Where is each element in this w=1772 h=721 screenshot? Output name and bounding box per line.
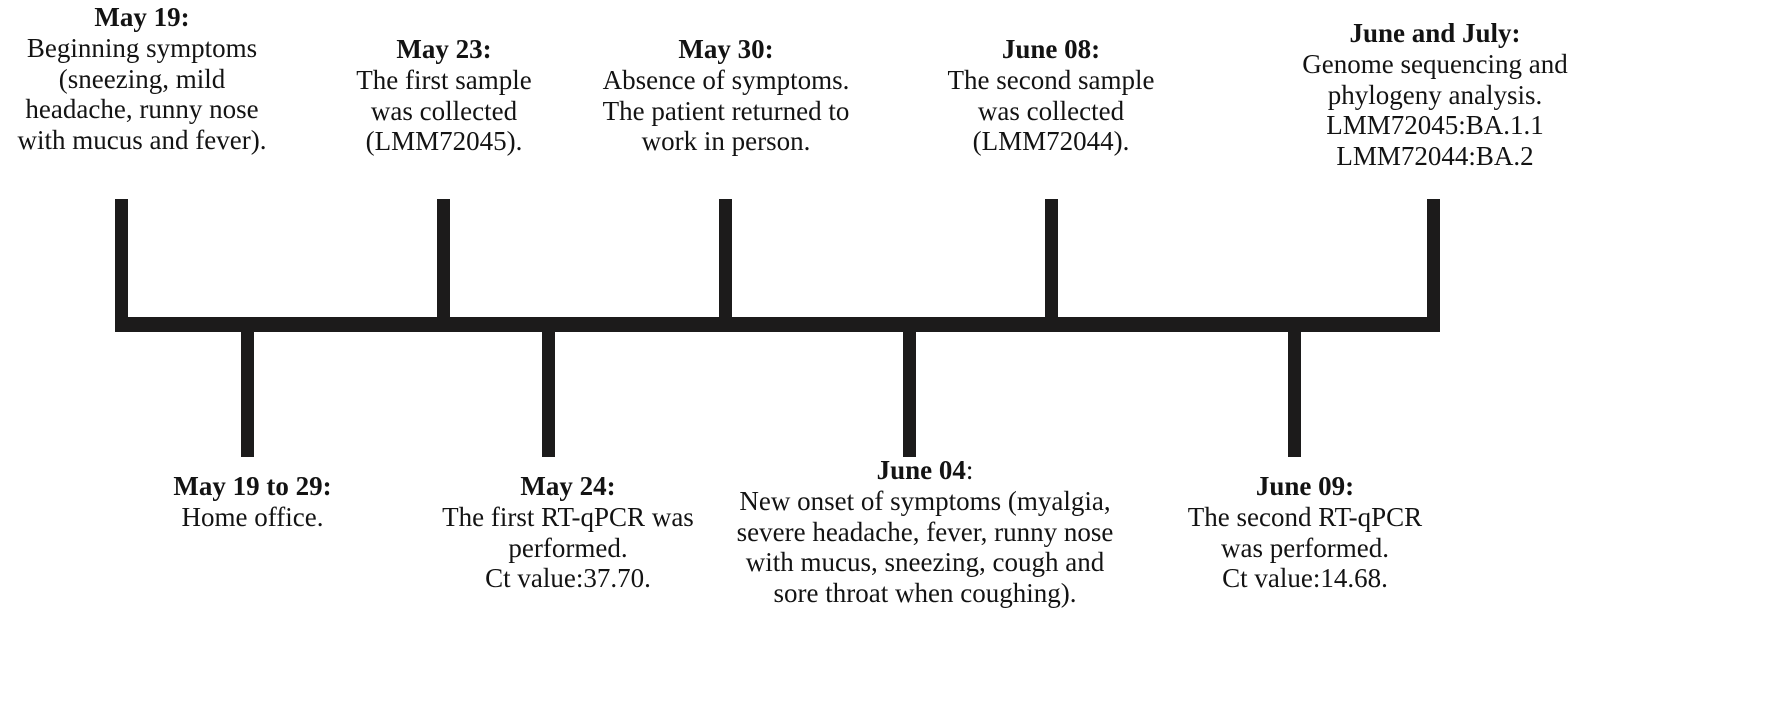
event-heading: May 30: <box>678 34 774 64</box>
event-line: Ct value:37.70. <box>485 563 651 594</box>
event-line: (LMM72045). <box>365 126 523 157</box>
event-line: performed. <box>508 532 628 563</box>
event-label-june-09: June 09: The second RT-qPCR was performe… <box>1160 471 1450 594</box>
event-line: was collected <box>370 95 518 126</box>
event-line: was collected <box>977 95 1125 126</box>
event-body: The first RT-qPCR was performed. Ct valu… <box>440 502 696 594</box>
event-line: sore throat when coughing). <box>773 578 1077 609</box>
event-line: was performed. <box>1221 532 1389 563</box>
event-body: New onset of symptoms (myalgia, severe h… <box>690 486 1160 609</box>
event-body: The second sample was collected (LMM7204… <box>908 65 1194 157</box>
tick-up-may-30 <box>719 199 732 321</box>
event-body: The first sample was collected (LMM72045… <box>318 65 570 157</box>
event-label-may-24: May 24: The first RT-qPCR was performed.… <box>440 471 696 594</box>
event-body: The second RT-qPCR was performed. Ct val… <box>1160 502 1450 594</box>
tick-down-may-24 <box>542 329 555 457</box>
event-line: Genome sequencing and <box>1302 48 1568 79</box>
event-heading: June and July: <box>1349 18 1521 48</box>
tick-down-june-04 <box>903 329 916 457</box>
event-label-june-04: June 04: New onset of symptoms (myalgia,… <box>690 455 1160 609</box>
event-body: Beginning symptoms (sneezing, mild heada… <box>0 33 292 156</box>
event-body: Genome sequencing and phylogeny analysis… <box>1270 49 1600 172</box>
event-heading: June 09: <box>1255 471 1355 501</box>
event-line: The patient returned to <box>602 95 850 126</box>
event-heading: May 23: <box>396 34 492 64</box>
tick-up-may-19 <box>115 199 128 321</box>
event-line: Beginning symptoms <box>26 32 258 63</box>
event-heading: May 24: <box>520 471 616 501</box>
event-line: The second sample <box>947 64 1155 95</box>
tick-up-june-08 <box>1045 199 1058 321</box>
event-line: The first sample <box>356 64 532 95</box>
event-line: LMM72045:BA.1.1 <box>1326 110 1544 141</box>
event-line: work in person. <box>641 126 811 157</box>
event-line: The second RT-qPCR <box>1187 501 1423 532</box>
event-line: New onset of symptoms (myalgia, <box>739 485 1111 516</box>
event-line: (LMM72044). <box>972 126 1130 157</box>
tick-down-may-19-to-29 <box>241 329 254 457</box>
event-label-june-08: June 08: The second sample was collected… <box>908 34 1194 157</box>
event-line: Absence of symptoms. <box>602 64 850 95</box>
event-label-may-30: May 30: Absence of symptoms. The patient… <box>576 34 876 157</box>
event-heading: May 19: <box>94 2 190 32</box>
event-line: phylogeny analysis. <box>1327 79 1543 110</box>
tick-up-june-july <box>1427 199 1440 321</box>
event-line: with mucus, sneezing, cough and <box>745 547 1105 578</box>
timeline-axis <box>115 317 1440 332</box>
event-heading-text: June 04 <box>876 455 966 485</box>
event-line: severe headache, fever, runny nose <box>736 516 1114 547</box>
event-line: LMM72044:BA.2 <box>1336 141 1534 172</box>
event-label-june-and-july: June and July: Genome sequencing and phy… <box>1270 18 1600 172</box>
event-line: with mucus and fever). <box>17 125 267 156</box>
event-label-may-23: May 23: The first sample was collected (… <box>318 34 570 157</box>
event-heading-colon: : <box>965 455 974 485</box>
event-line: (sneezing, mild <box>58 63 226 94</box>
event-line: headache, runny nose <box>25 94 259 125</box>
event-line: Ct value:14.68. <box>1222 563 1388 594</box>
event-heading: May 19 to 29: <box>173 471 332 501</box>
event-body: Absence of symptoms. The patient returne… <box>576 65 876 157</box>
event-heading: June 08: <box>1001 34 1101 64</box>
event-heading: June 04: <box>690 455 1160 486</box>
event-body: Home office. <box>140 502 365 533</box>
event-label-may-19-to-29: May 19 to 29: Home office. <box>140 471 365 533</box>
event-line: The first RT-qPCR was <box>442 501 694 532</box>
tick-up-may-23 <box>437 199 450 321</box>
event-line: Home office. <box>181 501 324 532</box>
tick-down-june-09 <box>1288 329 1301 457</box>
event-label-may-19: May 19: Beginning symptoms (sneezing, mi… <box>0 2 292 156</box>
